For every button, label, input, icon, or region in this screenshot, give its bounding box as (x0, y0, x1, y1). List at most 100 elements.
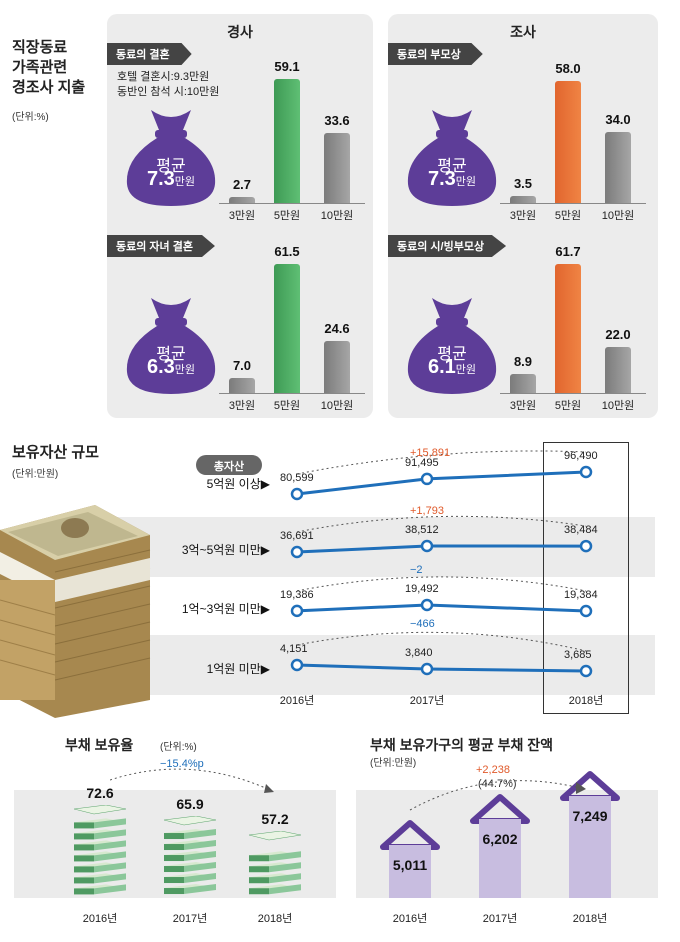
bar-category-label: 3만원 (228, 400, 256, 412)
point-value-label: 80,599 (280, 472, 314, 484)
bar-value-label: 61.7 (555, 243, 581, 259)
bag-avg-label: 평균 (437, 346, 467, 363)
debt-balance-change-pct: (44.7%) (478, 778, 517, 790)
asset-year-label: 2018년 (568, 695, 604, 707)
series-change-label: −2 (410, 563, 423, 576)
asset-band-4 (100, 635, 655, 695)
point-value-label: 4,151 (280, 643, 308, 655)
bag-avg-value: 6.3만원 (126, 356, 216, 379)
bar-3 (605, 346, 631, 393)
bar-value-label: 24.6 (324, 321, 350, 337)
bar-category-label: 10만원 (320, 210, 354, 222)
bar-category-label: 10만원 (601, 210, 635, 222)
bar-category-label: 5만원 (273, 400, 301, 412)
debt-rate-value: 72.6 (86, 784, 114, 801)
chart-baseline (500, 203, 646, 204)
bar-value-label: 2.7 (232, 177, 252, 193)
debt-rate-unit: (단위:%) (160, 742, 197, 753)
title-line-1: 직장동료 (12, 39, 68, 56)
asset-unit: (단위:만원) (12, 469, 59, 480)
change-arc (296, 515, 587, 533)
series-point (290, 487, 304, 501)
bag-avg-value: 7.3만원 (126, 168, 216, 191)
bar-2 (274, 79, 300, 203)
debt-rate-value: 65.9 (176, 795, 204, 812)
bar-value-label: 34.0 (605, 111, 631, 127)
series-point (420, 598, 434, 612)
bar-2 (274, 264, 300, 393)
chart-tag-1: 동료의 결혼 (107, 43, 192, 65)
bar-1 (229, 197, 255, 203)
bag-avg-number: 7.3 (146, 168, 175, 190)
bar-2 (555, 81, 581, 203)
bar-category-label: 3만원 (228, 210, 256, 222)
money-stack-bar (248, 830, 302, 894)
series-point (420, 472, 434, 486)
asset-year-label: 2016년 (279, 695, 315, 707)
series-row-label: 3억~5억원 미만▶ (181, 543, 270, 557)
series-point (420, 539, 434, 553)
bag-avg-label: 평균 (156, 346, 186, 363)
money-stack-bar (163, 815, 217, 894)
debt-rate-value: 57.2 (261, 810, 289, 827)
money-bag-icon (407, 298, 497, 394)
series-point (290, 545, 304, 559)
bar-value-label: 7.0 (232, 358, 252, 374)
point-value-label: 19,386 (280, 588, 314, 601)
bag-avg-value: 7.3만원 (407, 168, 497, 191)
bag-avg-unit: 만원 (174, 364, 196, 376)
debt-rate-year: 2016년 (82, 913, 118, 925)
bar-3 (605, 131, 631, 203)
money-stack-bar (73, 804, 127, 894)
change-arc (296, 576, 587, 592)
money-bag-icon (126, 298, 216, 394)
bar-category-label: 5만원 (554, 210, 582, 222)
series-line (296, 663, 587, 673)
series-point (579, 539, 593, 553)
chart-tag-4: 동료의 시/빙부모상 (388, 235, 507, 257)
debt-balance-value: 7,249 (572, 807, 608, 824)
debt-balance-year: 2018년 (572, 913, 608, 925)
change-arc (296, 631, 587, 652)
bar-value-label: 61.5 (274, 244, 300, 260)
series-row-label: 1억~3억원 미만▶ (181, 602, 270, 616)
bar-3 (324, 341, 350, 393)
year-2018-highlight-box (543, 442, 629, 714)
debt-rate-change: −15.4%p (160, 758, 204, 770)
bar-category-label: 3만원 (509, 400, 537, 412)
bag-avg-number: 6.1 (427, 356, 456, 378)
celebration-title: 경사 (227, 24, 253, 40)
bag-avg-unit: 만원 (455, 364, 477, 376)
debt-balance-title: 부채 보유가구의 평균 부채 잔액 (370, 737, 553, 753)
debt-balance-value: 5,011 (392, 856, 428, 873)
bar-value-label: 8.9 (513, 354, 533, 370)
house-bar (380, 819, 440, 898)
point-value-label: 36,691 (280, 530, 314, 542)
series-point (579, 465, 593, 479)
point-value-label: 3,685 (564, 649, 592, 661)
bag-avg-label: 평균 (437, 158, 467, 175)
debt-rate-year: 2017년 (172, 913, 208, 925)
money-stack-illustration (0, 505, 151, 718)
asset-year-label: 2017년 (409, 695, 445, 707)
debt-balance-year: 2017년 (482, 913, 518, 925)
point-value-label: 91,495 (405, 456, 439, 469)
bar-1 (510, 374, 536, 393)
bag-avg-unit: 만원 (174, 176, 196, 188)
chart-tag-2: 동료의 부모상 (388, 43, 483, 65)
bar-category-label: 10만원 (601, 400, 635, 412)
debt-balance-unit: (단위:만원) (370, 758, 417, 769)
point-value-label: 96,490 (564, 450, 598, 462)
debt-balance-value: 6,202 (482, 830, 518, 847)
money-bag-icon (126, 110, 216, 206)
series-point (290, 658, 304, 672)
bag-avg-value: 6.1만원 (407, 356, 497, 379)
series-point (420, 662, 434, 676)
point-value-label: 19,384 (564, 589, 598, 601)
debt-balance-change-arc (409, 780, 586, 811)
chart-baseline (500, 393, 646, 394)
asset-title: 보유자산 규모 (12, 444, 99, 461)
bag-avg-label: 평균 (156, 158, 186, 175)
debt-balance-change: +2,238 (476, 764, 510, 776)
chart-baseline (219, 203, 365, 204)
